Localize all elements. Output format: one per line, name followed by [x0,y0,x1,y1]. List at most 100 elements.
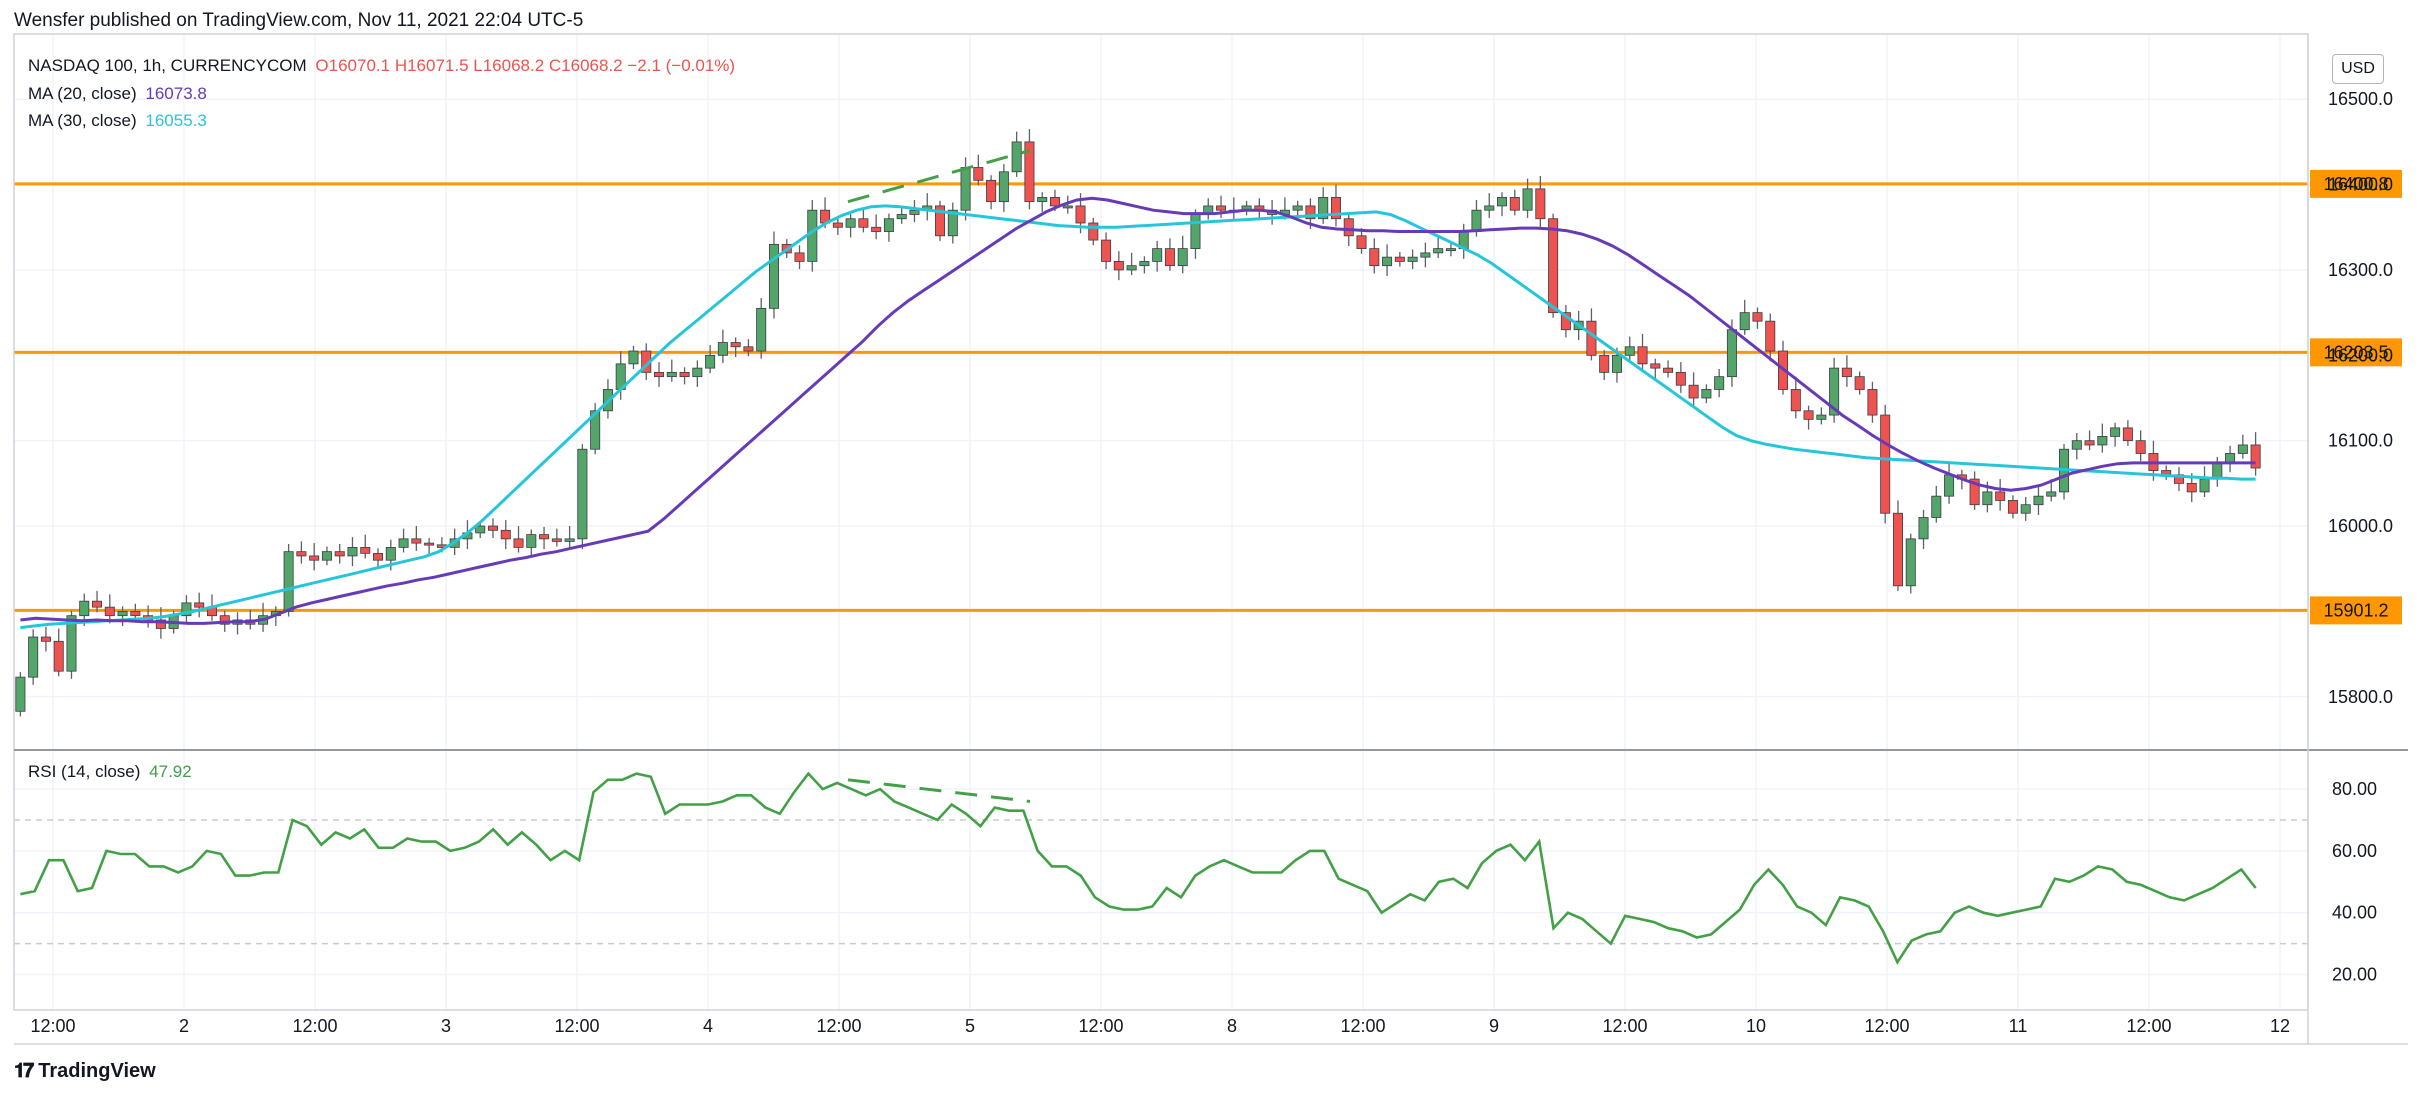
candle-up [1739,312,1750,331]
candlesticks [15,129,2261,717]
candle-up [66,615,77,672]
candle-up [1190,214,1201,250]
candle-down [1995,491,2006,501]
rsi-tick-label: 60.00 [2332,841,2377,861]
candle-down [986,179,997,203]
candle-down [1841,367,1852,378]
candle-down [1790,389,1801,412]
grid [14,34,2308,1010]
candle-down [487,525,498,531]
candle-up [1624,346,1635,356]
candle-down [1369,248,1380,267]
candle-down [1892,512,1903,587]
candle-up [2225,453,2236,463]
candle-down [973,167,984,181]
rsi-legend[interactable]: RSI (14, close) 47.92 [28,762,192,782]
level-price-tag [2310,596,2402,625]
candle-down [424,542,435,546]
candle-down [130,611,141,617]
price-tick-label: 16300.0 [2328,260,2393,280]
candle-up [768,243,779,309]
x-tick-label: 12:00 [1602,1016,1647,1036]
currency-badge[interactable]: USD [2332,54,2384,84]
candle-up [1420,252,1431,258]
candle-up [2199,478,2210,493]
tradingview-logo[interactable]: 𝟏𝟕 TradingView [14,1060,156,1083]
candle-down [155,619,166,629]
candle-down [296,551,307,557]
level-price-label: 16203.5 [2323,342,2388,362]
candle-up [398,538,409,548]
candle-down [1867,389,1878,416]
symbol-legend[interactable]: NASDAQ 100, 1h, CURRENCYCOM O16070.1 H16… [28,56,735,76]
candle-up [2110,427,2121,437]
rsi-trendline [847,778,1031,803]
candle-down [1509,196,1520,211]
candle-down [832,222,843,228]
candle-down [1675,371,1686,386]
x-tick-label: 12:00 [1078,1016,1123,1036]
candle-down [654,371,665,378]
level-price-tag [2310,169,2402,198]
x-tick-label: 12:00 [1864,1016,1909,1036]
brand-name: TradingView [38,1060,156,1082]
candle-down [539,534,550,540]
candle-down [1663,367,1674,373]
x-tick-label: 2 [179,1016,189,1036]
candle-down [1305,205,1316,220]
x-tick-label: 12:00 [1340,1016,1385,1036]
candle-up [564,538,575,542]
candle-down [360,546,371,554]
candle-down [730,342,741,348]
candle-down [1049,196,1060,207]
price-tick-label: 16500.0 [2328,89,2393,109]
price-tick-label: 16200.0 [2328,345,2393,365]
candle-up [2097,436,2108,446]
candle-up [1522,188,1533,211]
candle-up [1829,367,1840,416]
candle-down [1088,222,1099,241]
candle-up [1011,141,1022,173]
candle-down [1075,205,1086,224]
candle-up [283,551,294,612]
candle-up [947,209,958,237]
ma20-line [20,196,2256,625]
ma20-legend[interactable]: MA (20, close) 16073.8 [28,84,207,104]
candle-up [1318,196,1329,220]
candle-down [743,346,754,352]
ma30-legend[interactable]: MA (30, close) 16055.3 [28,111,207,131]
candle-up [2212,461,2223,480]
rsi-label: RSI (14, close) [28,762,141,781]
candle-down [1113,261,1124,271]
candle-down [1216,205,1227,211]
x-tick-label: 4 [703,1016,713,1036]
candle-up [909,209,920,215]
candle-up [717,342,728,356]
candle-down [513,538,524,548]
published-by-text: Wensfer published on TradingView.com, No… [14,10,584,31]
rsi-tick-label: 80.00 [2332,779,2377,799]
x-tick-label: 12:00 [554,1016,599,1036]
support-resistance-levels[interactable]: 16400.8 16203.5 15901.2 [14,169,2402,625]
candle-up [1816,414,1827,420]
x-tick-label: 12:00 [292,1016,337,1036]
candle-up [526,534,537,548]
plot-frame [13,33,2309,1011]
candle-up [1471,209,1482,232]
candle-down [1650,363,1661,369]
candle-down [1803,410,1814,420]
candle-up [883,218,894,232]
candle-up [577,448,588,540]
candle-down [334,551,345,557]
rsi-tick-label: 20.00 [2332,965,2377,985]
candle-up [1445,248,1456,252]
candle-up [807,209,818,262]
trend-annotations [847,148,1031,803]
candle-down [2007,500,2018,514]
candle-up [15,676,26,712]
candle-down [871,226,882,232]
candle-up [181,602,192,617]
ma20-label: MA (20, close) [28,84,137,103]
candle-up [79,600,90,617]
